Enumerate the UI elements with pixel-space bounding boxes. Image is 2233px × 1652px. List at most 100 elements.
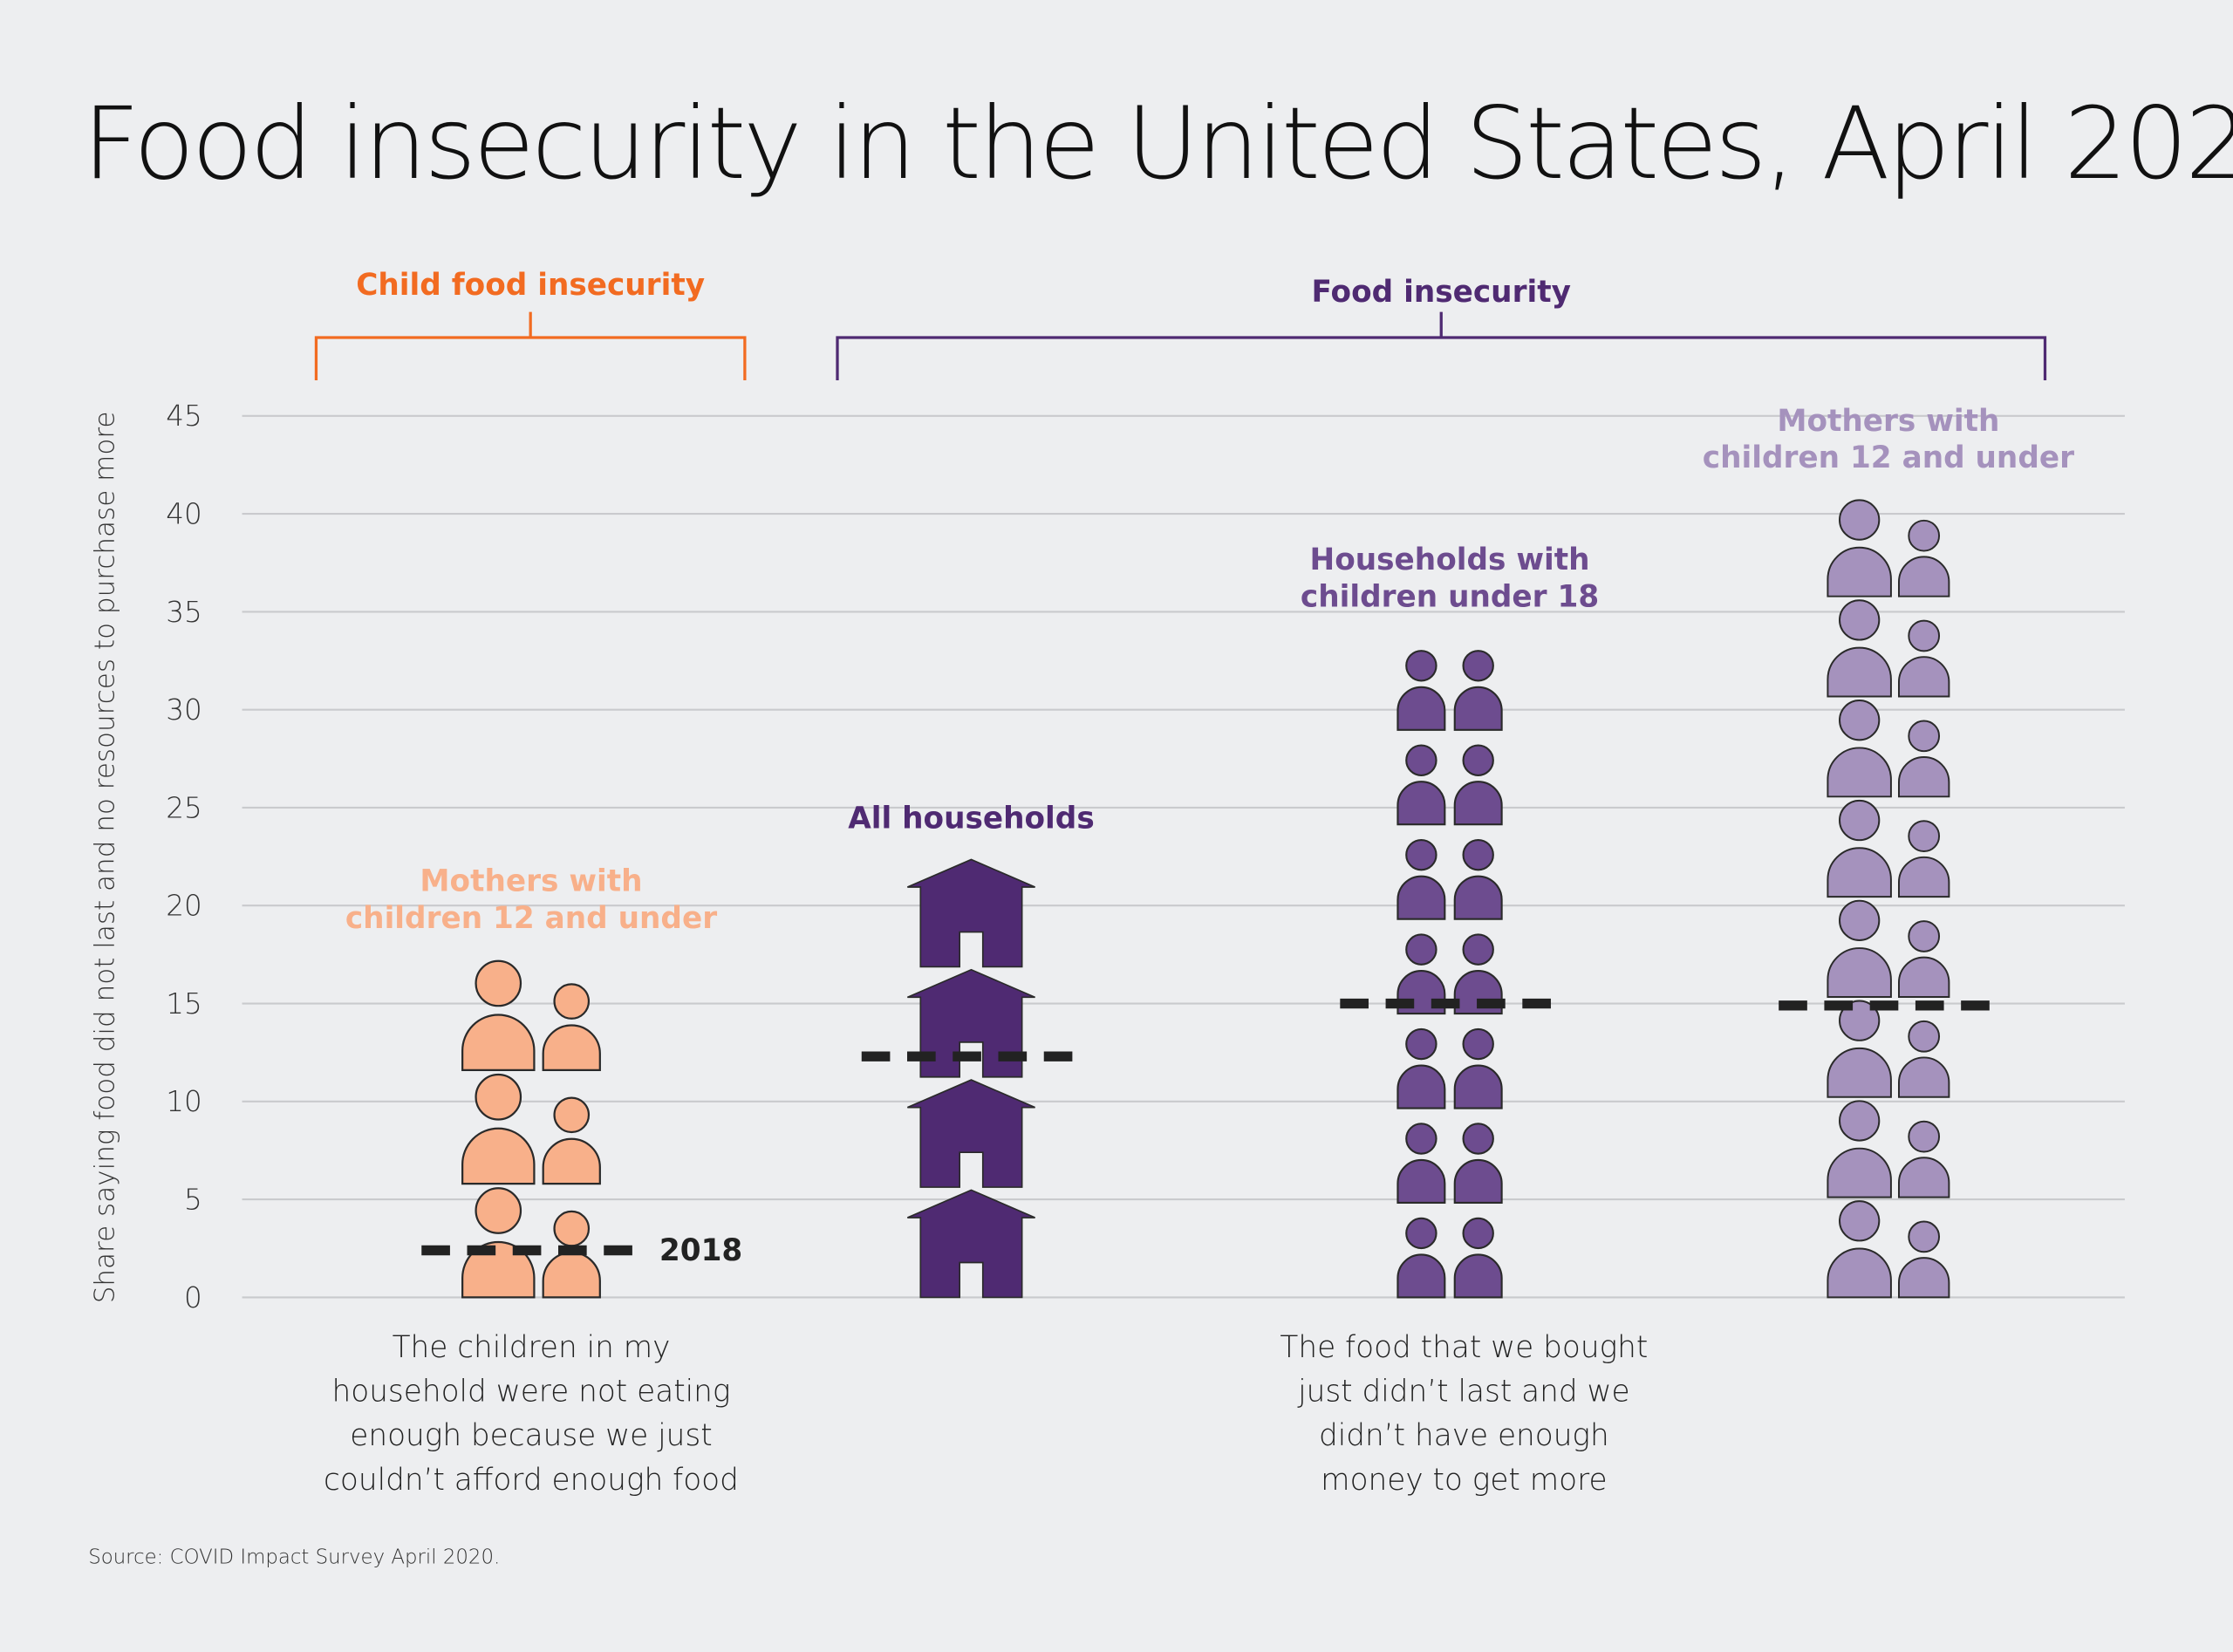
mother-child-icon [461,1187,601,1299]
person-head [1405,933,1437,966]
person-body [542,1251,601,1299]
house-shape [907,858,1035,968]
person-head [1405,1217,1437,1250]
person-body [1453,686,1503,731]
person-body [1396,781,1446,826]
person-head [553,983,591,1020]
baseline-2018-label: 2018 [659,1233,742,1268]
mother-child-icon [1827,1100,1950,1198]
person-head [1908,820,1941,853]
person-body [1898,556,1950,597]
group-bracket [836,311,2047,380]
person-head [1405,1123,1437,1155]
house-icon [907,858,1035,968]
person-head [1908,720,1941,753]
person-head [1839,700,1881,741]
y-tick-label: 20 [166,890,202,923]
person-head [475,959,522,1007]
series-label: Mothers with [1777,404,1999,439]
person-body [1898,856,1950,898]
series-label: Households with [1310,543,1590,577]
y-tick-label: 45 [166,399,202,433]
person-head [1908,519,1941,552]
group-caption-line: just didn’t last and we [1297,1375,1630,1410]
two-people-icon [1396,1027,1503,1109]
person-head [1908,1020,1941,1053]
series-label: All households [848,801,1095,836]
two-people-icon [1396,838,1503,920]
house-icon [907,1079,1035,1188]
house-shape [907,968,1035,1078]
mother-child-icon [1827,1200,1950,1299]
person-body [1453,1253,1503,1299]
person-head [553,1210,591,1247]
person-head [1839,599,1881,641]
person-head [1462,1217,1494,1250]
group-label: Child food insecurity [356,268,705,303]
person-body [1827,847,1892,898]
group-caption-line: enough because we just [350,1418,712,1453]
house-shape [907,1079,1035,1188]
person-body [1396,686,1446,731]
mother-child-icon [1827,799,1950,898]
group-caption-line: The food that we bought [1280,1330,1648,1365]
person-body [1396,1064,1446,1109]
two-people-icon [1396,1217,1503,1299]
person-head [1908,619,1941,652]
person-body [1827,1247,1892,1299]
person-body [1898,1157,1950,1198]
person-body [1827,1147,1892,1198]
person-head [1908,920,1941,952]
person-head [1462,933,1494,966]
series-label: children 12 and under [345,901,717,936]
person-head [553,1096,591,1134]
person-head [1405,744,1437,776]
person-head [1839,1200,1881,1242]
person-head [1462,838,1494,871]
group-caption-line: The children in my [393,1330,671,1365]
y-tick-label: 10 [166,1085,202,1118]
series-label: children 12 and under [1703,440,2074,475]
mother-child-icon [461,959,601,1072]
person-body [542,1024,601,1072]
person-head [1839,1100,1881,1142]
person-body [1396,1253,1446,1299]
person-body [1898,1056,1950,1098]
person-body [1396,1158,1446,1205]
group-caption-line: didn’t have enough [1319,1418,1609,1453]
person-head [1839,499,1881,541]
person-head [1462,1027,1494,1061]
y-tick-label: 40 [166,498,202,531]
chart-title: Food insecurity in the United States, Ap… [83,85,2233,201]
y-tick-label: 5 [184,1184,202,1217]
mother-child-icon [1827,899,1950,998]
house-icon [907,968,1035,1078]
person-head [1462,650,1494,682]
person-body [1827,747,1892,798]
y-tick-label: 35 [166,596,202,629]
house-icon [907,1189,1035,1299]
person-head [1462,744,1494,776]
group-label: Food insecurity [1312,275,1571,310]
series-label: children under 18 [1301,580,1599,615]
person-head [1462,1123,1494,1155]
person-body [1898,1257,1950,1299]
person-head [1405,838,1437,871]
person-body [1827,947,1892,998]
mother-child-icon [461,1073,601,1185]
person-body [542,1137,601,1185]
two-people-icon [1396,744,1503,826]
group-caption-line: household were not eating [332,1375,731,1410]
mother-child-icon [1827,1000,1950,1098]
person-body [1453,1064,1503,1109]
y-tick-label: 15 [166,987,202,1021]
person-body [1827,546,1892,597]
person-body [1898,956,1950,998]
y-tick-label: 0 [184,1281,202,1314]
two-people-icon [1396,650,1503,731]
person-head [1908,1220,1941,1253]
person-head [1839,1000,1881,1041]
y-axis-label: Share saying food did not last and no re… [90,412,121,1304]
house-shape [907,1189,1035,1299]
